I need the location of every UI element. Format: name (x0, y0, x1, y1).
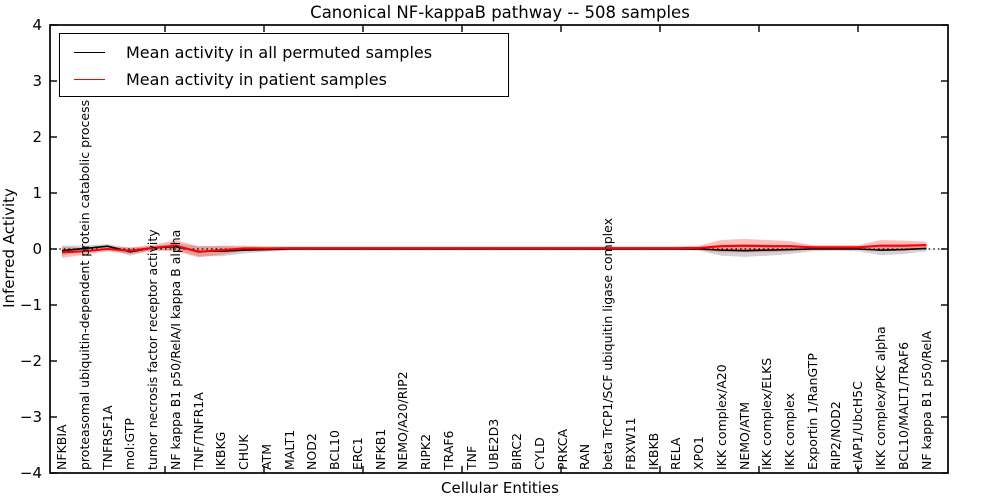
x-category-label: TRAF6 (440, 430, 456, 470)
x-category-label: NF kappa B1 p50/RelA/I kappa B alpha (167, 229, 183, 470)
x-category-label: RELA (668, 437, 684, 470)
patient-line-swatch (74, 79, 105, 80)
y-tick-label: −2 (19, 351, 42, 370)
legend-label-patient: Mean activity in patient samples (126, 70, 387, 89)
x-category-label: NFKBIA (54, 424, 69, 470)
x-category-label: NEMO/ATM (736, 401, 752, 470)
patient-line (61, 244, 927, 254)
x-category-label: IKK complex/ELKS (759, 357, 775, 470)
x-category-label: tumor necrosis factor receptor activity (145, 229, 160, 470)
x-category-label: XPO1 (691, 436, 706, 470)
x-category-label: BCL10 (327, 430, 342, 470)
x-category-label: RIPK2 (418, 433, 433, 470)
x-category-label: TNFRSF1A (99, 405, 115, 471)
x-category-label: NFKB1 (372, 428, 388, 470)
legend-label-permuted: Mean activity in all permuted samples (126, 43, 433, 62)
x-category-label: IKK complex (782, 392, 797, 470)
x-category-label: UBE2D3 (486, 418, 502, 470)
x-category-label: IKK complex/A20 (713, 364, 729, 470)
y-tick-label: −3 (19, 407, 42, 426)
x-category-label: cIAP1/UbcH5C (850, 381, 866, 470)
x-category-label: ATM (258, 443, 274, 470)
x-category-label: PRKCA (554, 428, 570, 470)
y-tick-label: −4 (19, 463, 42, 482)
x-category-label: RAN (577, 443, 593, 470)
legend-box: Mean activity in all permuted samples Me… (59, 33, 509, 97)
x-category-label: NOD2 (304, 433, 320, 470)
x-category-label: BCL10/MALT1/TRAF6 (895, 341, 911, 470)
x-category-label: proteasomal ubiquitin-dependent protein … (76, 99, 92, 470)
y-tick-label: 2 (32, 127, 42, 146)
x-category-label: CYLD (531, 437, 547, 470)
x-category-label: IKBKB (645, 432, 661, 470)
y-tick-label: 0 (32, 239, 42, 258)
x-category-label: MALT1 (281, 429, 297, 470)
chart-title: Canonical NF-kappaB pathway -- 508 sampl… (310, 3, 690, 22)
y-tick-label: 4 (32, 15, 42, 34)
y-axis-title: Inferred Activity (0, 188, 18, 308)
legend-entry-patient: Mean activity in patient samples (60, 66, 508, 93)
x-category-label: beta TrCP1/SCF ubiquitin ligase complex (600, 218, 615, 470)
x-category-label: TNF (463, 445, 479, 470)
x-category-label: BIRC2 (509, 432, 524, 470)
x-category-label: IKK complex/PKC alpha (873, 326, 888, 470)
permuted-line-swatch (74, 52, 105, 53)
x-category-label: FBXW11 (622, 417, 638, 470)
y-tick-label: 1 (32, 183, 42, 202)
y-tick-label: 3 (32, 71, 42, 90)
x-category-label: TNF/TNFR1A (190, 392, 206, 470)
x-category-label: RIP2/NOD2 (827, 401, 843, 470)
legend-entry-permuted: Mean activity in all permuted samples (60, 39, 508, 66)
x-category-label: Exportin 1/RanGTP (804, 353, 820, 470)
x-category-label: ERC1 (349, 437, 365, 470)
x-axis-title: Cellular Entities (441, 479, 559, 497)
x-category-label: IKBKG (213, 431, 229, 470)
y-tick-label: −1 (19, 295, 42, 314)
x-category-label: CHUK (236, 434, 251, 470)
x-category-label: NEMO/A20/RIP2 (395, 371, 411, 470)
x-category-label: NF kappa B1 p50/RelA (918, 330, 934, 470)
x-category-label: mol:GTP (122, 418, 138, 470)
